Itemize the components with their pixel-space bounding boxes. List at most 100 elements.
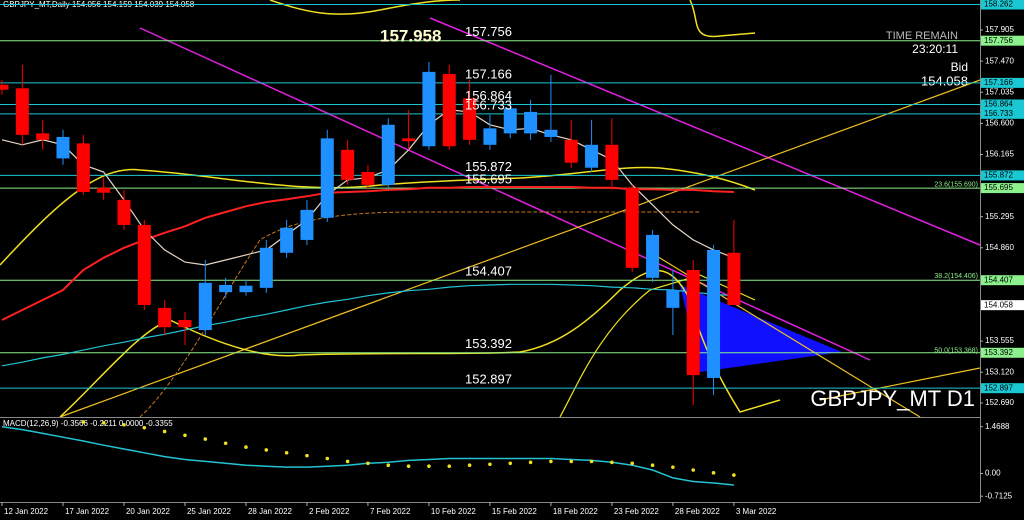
x-tick-label: 3 Mar 2022: [736, 507, 777, 516]
candle-body: [707, 249, 721, 378]
signal-dot: [671, 465, 675, 469]
candle-body: [239, 285, 253, 293]
x-tick-label: 28 Jan 2022: [248, 507, 293, 516]
macd-tick-label: 1.4688: [985, 422, 1010, 431]
candle-body: [686, 269, 700, 376]
x-tick-label: 7 Feb 2022: [370, 507, 411, 516]
level-label: 156.733: [465, 97, 512, 112]
level-tag-label: 158.262: [984, 0, 1013, 9]
level-tag: [981, 0, 1024, 10]
x-tick-label: 25 Jan 2022: [187, 507, 232, 516]
signal-dot: [711, 471, 716, 475]
candle-body: [219, 284, 233, 293]
level-label: 155.872: [465, 159, 512, 174]
y-tick-label: 152.690: [985, 398, 1014, 407]
level-tag-label: 152.897: [984, 383, 1013, 392]
candle-body: [381, 124, 395, 185]
signal-dot: [569, 459, 574, 464]
band-lower: [559, 274, 756, 418]
level-tag-label: 155.695: [984, 183, 1013, 192]
signal-dot: [203, 437, 208, 441]
candle-body: [666, 289, 680, 308]
signal-dot: [366, 461, 370, 466]
trend-line: [819, 367, 981, 401]
candle-body: [76, 143, 90, 193]
y-tick-label: 153.120: [985, 367, 1014, 376]
signal-dot: [305, 453, 309, 458]
x-tick-label: 12 Jan 2022: [4, 507, 49, 516]
signal-dot: [284, 450, 289, 455]
x-tick-label: 20 Jan 2022: [126, 507, 171, 516]
candle-body: [585, 144, 599, 168]
level-tag: [981, 35, 1024, 46]
y-tick-label: 156.600: [985, 118, 1014, 127]
x-tick-label: 17 Jan 2022: [65, 507, 110, 516]
band-middle: [0, 166, 756, 266]
candle-body: [625, 187, 639, 268]
level-tag-label: 153.392: [984, 348, 1013, 357]
signal-dot: [508, 461, 513, 466]
signal-dot: [244, 445, 248, 449]
level-tag-label: 157.756: [984, 36, 1013, 45]
candle-body: [361, 171, 375, 185]
level-tag: [981, 77, 1024, 88]
macd-tick-label: 0.00: [985, 469, 1001, 478]
triangle-object: [680, 285, 842, 372]
level-tag: [981, 347, 1024, 358]
x-tick-label: 15 Feb 2022: [492, 507, 537, 516]
band-upper: [269, 0, 756, 38]
bid-tag-label: 154.058: [984, 300, 1013, 309]
signal-dot: [223, 441, 228, 446]
macd-title: MACD(12,26,9) -0.3566 -0.2211 0.0000 -0.…: [3, 419, 173, 428]
signal-dot: [447, 464, 452, 468]
candle-body: [402, 138, 416, 142]
trend-line: [59, 79, 981, 418]
candle-body: [178, 320, 192, 328]
fib-label: 50.0(153.368): [934, 347, 978, 354]
signal-dot: [650, 463, 655, 468]
candle-body: [0, 84, 9, 90]
level-tag: [981, 99, 1024, 110]
x-tick-label: 23 Feb 2022: [614, 507, 659, 516]
trend-line: [429, 17, 981, 246]
candle-body: [300, 209, 314, 240]
time-remain: 23:20:11: [912, 42, 958, 56]
y-tick-label: 154.860: [985, 243, 1014, 252]
y-tick-label: 153.555: [985, 336, 1014, 345]
signal-dot: [386, 463, 391, 468]
x-tick-label: 18 Feb 2022: [553, 507, 598, 516]
candle-body: [36, 133, 50, 140]
candle-body: [503, 108, 517, 134]
signal-dot: [345, 459, 350, 464]
candle-body: [320, 138, 334, 218]
time-remain-label: TIME REMAIN: [886, 30, 958, 42]
indicator-line: [1, 283, 734, 367]
macd-tick-label: -0.7125: [985, 491, 1013, 500]
y-tick-label: 157.905: [985, 25, 1014, 34]
signal-dot: [630, 461, 635, 466]
fib-label: 38.2(154.406): [934, 273, 978, 280]
level-label: 157.166: [465, 66, 512, 81]
candle-body: [422, 71, 436, 147]
candle-body: [15, 88, 29, 135]
level-label: 152.897: [465, 372, 512, 387]
y-tick-label: 156.165: [985, 150, 1014, 159]
signal-dot: [406, 464, 411, 468]
cloud-line: [139, 211, 700, 418]
candle-body: [646, 234, 660, 278]
candle-body: [259, 247, 273, 288]
candle-body: [727, 252, 741, 306]
signal-dot: [162, 429, 167, 434]
signal-dot: [589, 459, 594, 464]
level-tag: [981, 183, 1024, 194]
signal-dot: [467, 463, 472, 468]
candle-body: [605, 144, 619, 180]
level-tag: [981, 275, 1024, 286]
x-tick-label: 10 Feb 2022: [431, 507, 476, 516]
candle-body: [198, 282, 212, 331]
level-label: 154.407: [465, 264, 512, 279]
symbol-label: GBPJPY_MT D1: [810, 386, 975, 411]
